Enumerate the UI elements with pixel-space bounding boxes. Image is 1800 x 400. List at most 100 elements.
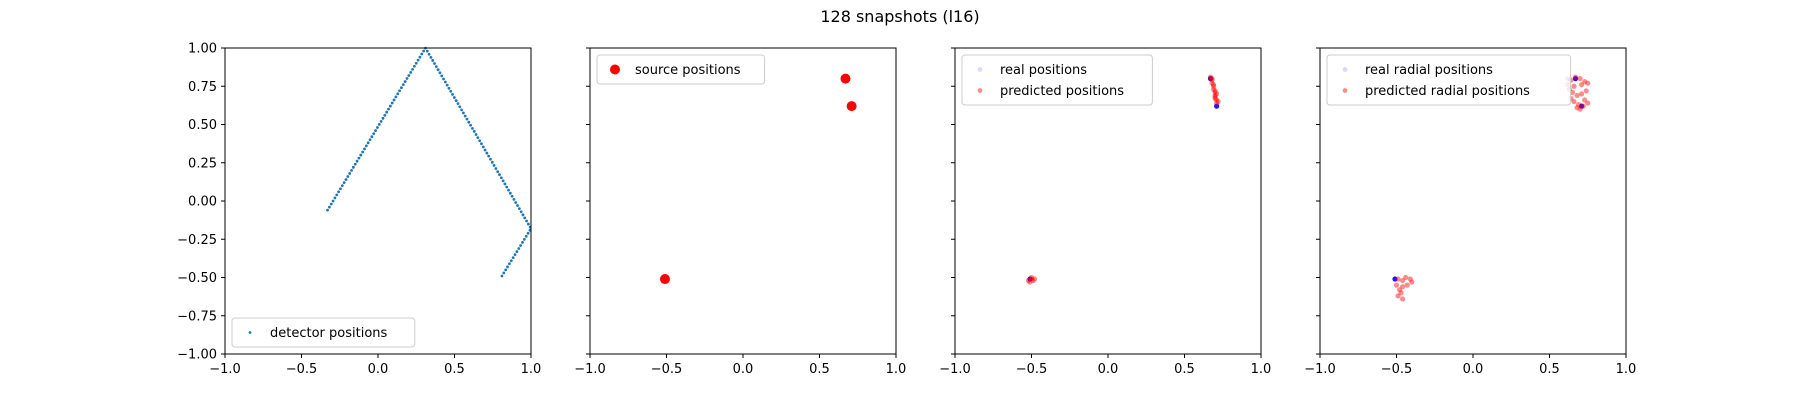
data-point xyxy=(478,139,482,143)
data-point xyxy=(1400,277,1406,284)
data-point xyxy=(429,55,433,59)
data-point xyxy=(517,247,521,250)
data-point xyxy=(458,105,462,109)
series-1 xyxy=(1392,76,1585,282)
data-point xyxy=(1392,276,1398,282)
y-tick-label: −1.00 xyxy=(177,348,217,363)
y-tick-label: −0.25 xyxy=(177,233,217,248)
data-point xyxy=(508,262,511,266)
data-point xyxy=(524,234,528,238)
data-point xyxy=(490,160,494,164)
data-point xyxy=(1400,284,1406,290)
data-point xyxy=(454,99,458,102)
data-point xyxy=(526,222,530,226)
x-axis: −1.0 −0.5 0.0 0.5 1.0 xyxy=(939,354,1271,377)
data-point xyxy=(407,74,411,77)
data-point xyxy=(1214,100,1220,106)
data-point xyxy=(460,108,463,112)
data-point xyxy=(387,107,390,111)
x-tick-label: 1.0 xyxy=(521,362,542,377)
data-point xyxy=(1031,276,1038,282)
data-point xyxy=(492,164,496,167)
plot-area xyxy=(659,73,857,285)
data-point xyxy=(1210,83,1217,89)
data-point xyxy=(471,126,474,130)
data-point xyxy=(474,133,478,136)
data-point xyxy=(340,184,344,188)
y-axis: −1.00 −0.75 −0.50 −0.25 0.00 0.25 0.50 0.75 1.00 xyxy=(177,42,225,363)
data-point xyxy=(494,167,498,170)
plot-area xyxy=(1025,74,1221,285)
data-point xyxy=(1572,74,1579,80)
data-point xyxy=(335,193,339,197)
data-point xyxy=(1574,92,1580,99)
data-point xyxy=(1028,276,1035,282)
legend-marker xyxy=(977,88,983,93)
data-point xyxy=(357,156,361,160)
x-axis: −1.0 −0.5 0.0 0.5 1.0 xyxy=(1304,354,1636,377)
data-point xyxy=(361,150,365,154)
data-point xyxy=(1027,276,1033,282)
data-point xyxy=(366,141,370,145)
data-point xyxy=(438,71,442,75)
data-point xyxy=(405,77,409,80)
data-point xyxy=(425,49,429,53)
data-point xyxy=(487,154,491,158)
data-point xyxy=(368,138,372,142)
data-point xyxy=(506,265,509,269)
data-point xyxy=(1577,76,1583,82)
y-tick-label: −0.50 xyxy=(177,271,217,286)
data-point xyxy=(379,119,383,123)
data-point xyxy=(1209,80,1215,86)
legend: detector positions xyxy=(231,317,416,348)
subplot-4: −1.0 −0.5 0.0 0.5 1.0 real radial positions pr… xyxy=(1304,47,1636,377)
data-point xyxy=(376,126,379,129)
legend-box xyxy=(961,54,1153,106)
data-point xyxy=(403,80,407,83)
data-point xyxy=(526,231,530,235)
data-point xyxy=(485,151,489,155)
data-point xyxy=(396,92,400,96)
data-point xyxy=(1396,287,1403,293)
y-tick-label: 0.25 xyxy=(188,156,217,171)
data-point xyxy=(344,178,348,181)
data-point xyxy=(496,170,500,173)
data-point xyxy=(461,111,465,115)
legend-marker xyxy=(1342,67,1348,72)
data-point xyxy=(522,237,526,241)
data-point xyxy=(350,168,353,172)
data-point xyxy=(467,120,471,124)
data-point xyxy=(500,274,504,278)
data-point xyxy=(440,74,444,78)
data-point xyxy=(512,197,516,201)
y-tick-label: 0.50 xyxy=(188,118,217,133)
x-tick-label: 0.5 xyxy=(809,362,830,377)
legend-box xyxy=(1326,54,1572,106)
data-point xyxy=(383,113,387,117)
x-tick-label: 0.5 xyxy=(1539,362,1560,377)
legend-label: detector positions xyxy=(270,326,388,341)
data-point xyxy=(504,268,508,272)
data-point xyxy=(398,89,402,93)
x-tick-label: 1.0 xyxy=(886,362,907,377)
legend-marker xyxy=(248,331,252,334)
legend: real radial positions predicted radial po… xyxy=(1326,54,1572,106)
data-point xyxy=(445,83,449,87)
legend-marker xyxy=(1342,88,1348,93)
data-point xyxy=(331,199,335,203)
data-point xyxy=(846,101,857,112)
data-point xyxy=(411,67,414,71)
series-1 xyxy=(1027,76,1220,282)
y-axis xyxy=(1316,47,1320,355)
data-point xyxy=(513,253,517,257)
data-point xyxy=(427,52,431,56)
data-point xyxy=(451,93,454,96)
data-point xyxy=(1579,82,1585,88)
data-point xyxy=(508,191,512,195)
data-point xyxy=(514,201,518,204)
x-tick-label: 0.0 xyxy=(1098,362,1119,377)
data-point xyxy=(1212,88,1218,94)
data-point xyxy=(377,123,381,126)
data-point xyxy=(1579,103,1585,109)
